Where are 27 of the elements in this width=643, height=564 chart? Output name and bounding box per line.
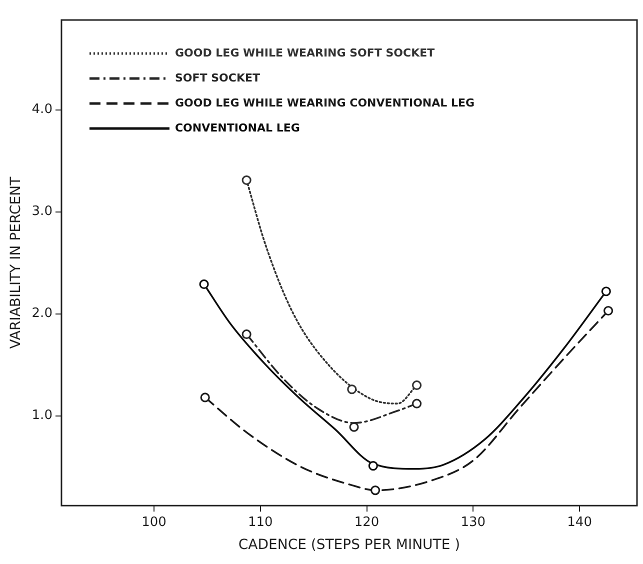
point (412, 380, 422, 390)
x-tick-label: 100 (142, 514, 166, 530)
point (601, 286, 611, 296)
text: CONVENTIONAL LEG (174, 121, 300, 134)
point (242, 175, 252, 185)
y-tick-label: 1.0 (32, 408, 52, 424)
point (412, 398, 422, 408)
x-tick-label: 110 (248, 514, 273, 530)
x-tick-label: 140 (567, 514, 592, 530)
point (199, 279, 209, 290)
x-tick-label: 130 (460, 514, 486, 530)
text: GOOD LEG WHILE WEARING SOFT SOCKET (174, 46, 436, 60)
y-tick-label: 4.0 (32, 102, 52, 118)
y-tick-label: 3.0 (32, 204, 52, 220)
y-axis-title: VARIABILITY IN PERCENT (8, 176, 24, 349)
point (242, 329, 252, 340)
point (349, 422, 359, 432)
text: GOOD LEG WHILE WEARING CONVENTIONAL LEG (174, 96, 475, 110)
point (368, 461, 378, 471)
x-axis-title: CADENCE (STEPS PER MINUTE ) (238, 537, 460, 554)
point (370, 486, 380, 496)
y-tick-label: 2.0 (32, 306, 52, 322)
x-tick-label: 120 (354, 514, 380, 530)
point (347, 384, 357, 394)
text: SOFT SOCKET (174, 71, 260, 84)
point (200, 392, 210, 402)
point (603, 306, 614, 316)
